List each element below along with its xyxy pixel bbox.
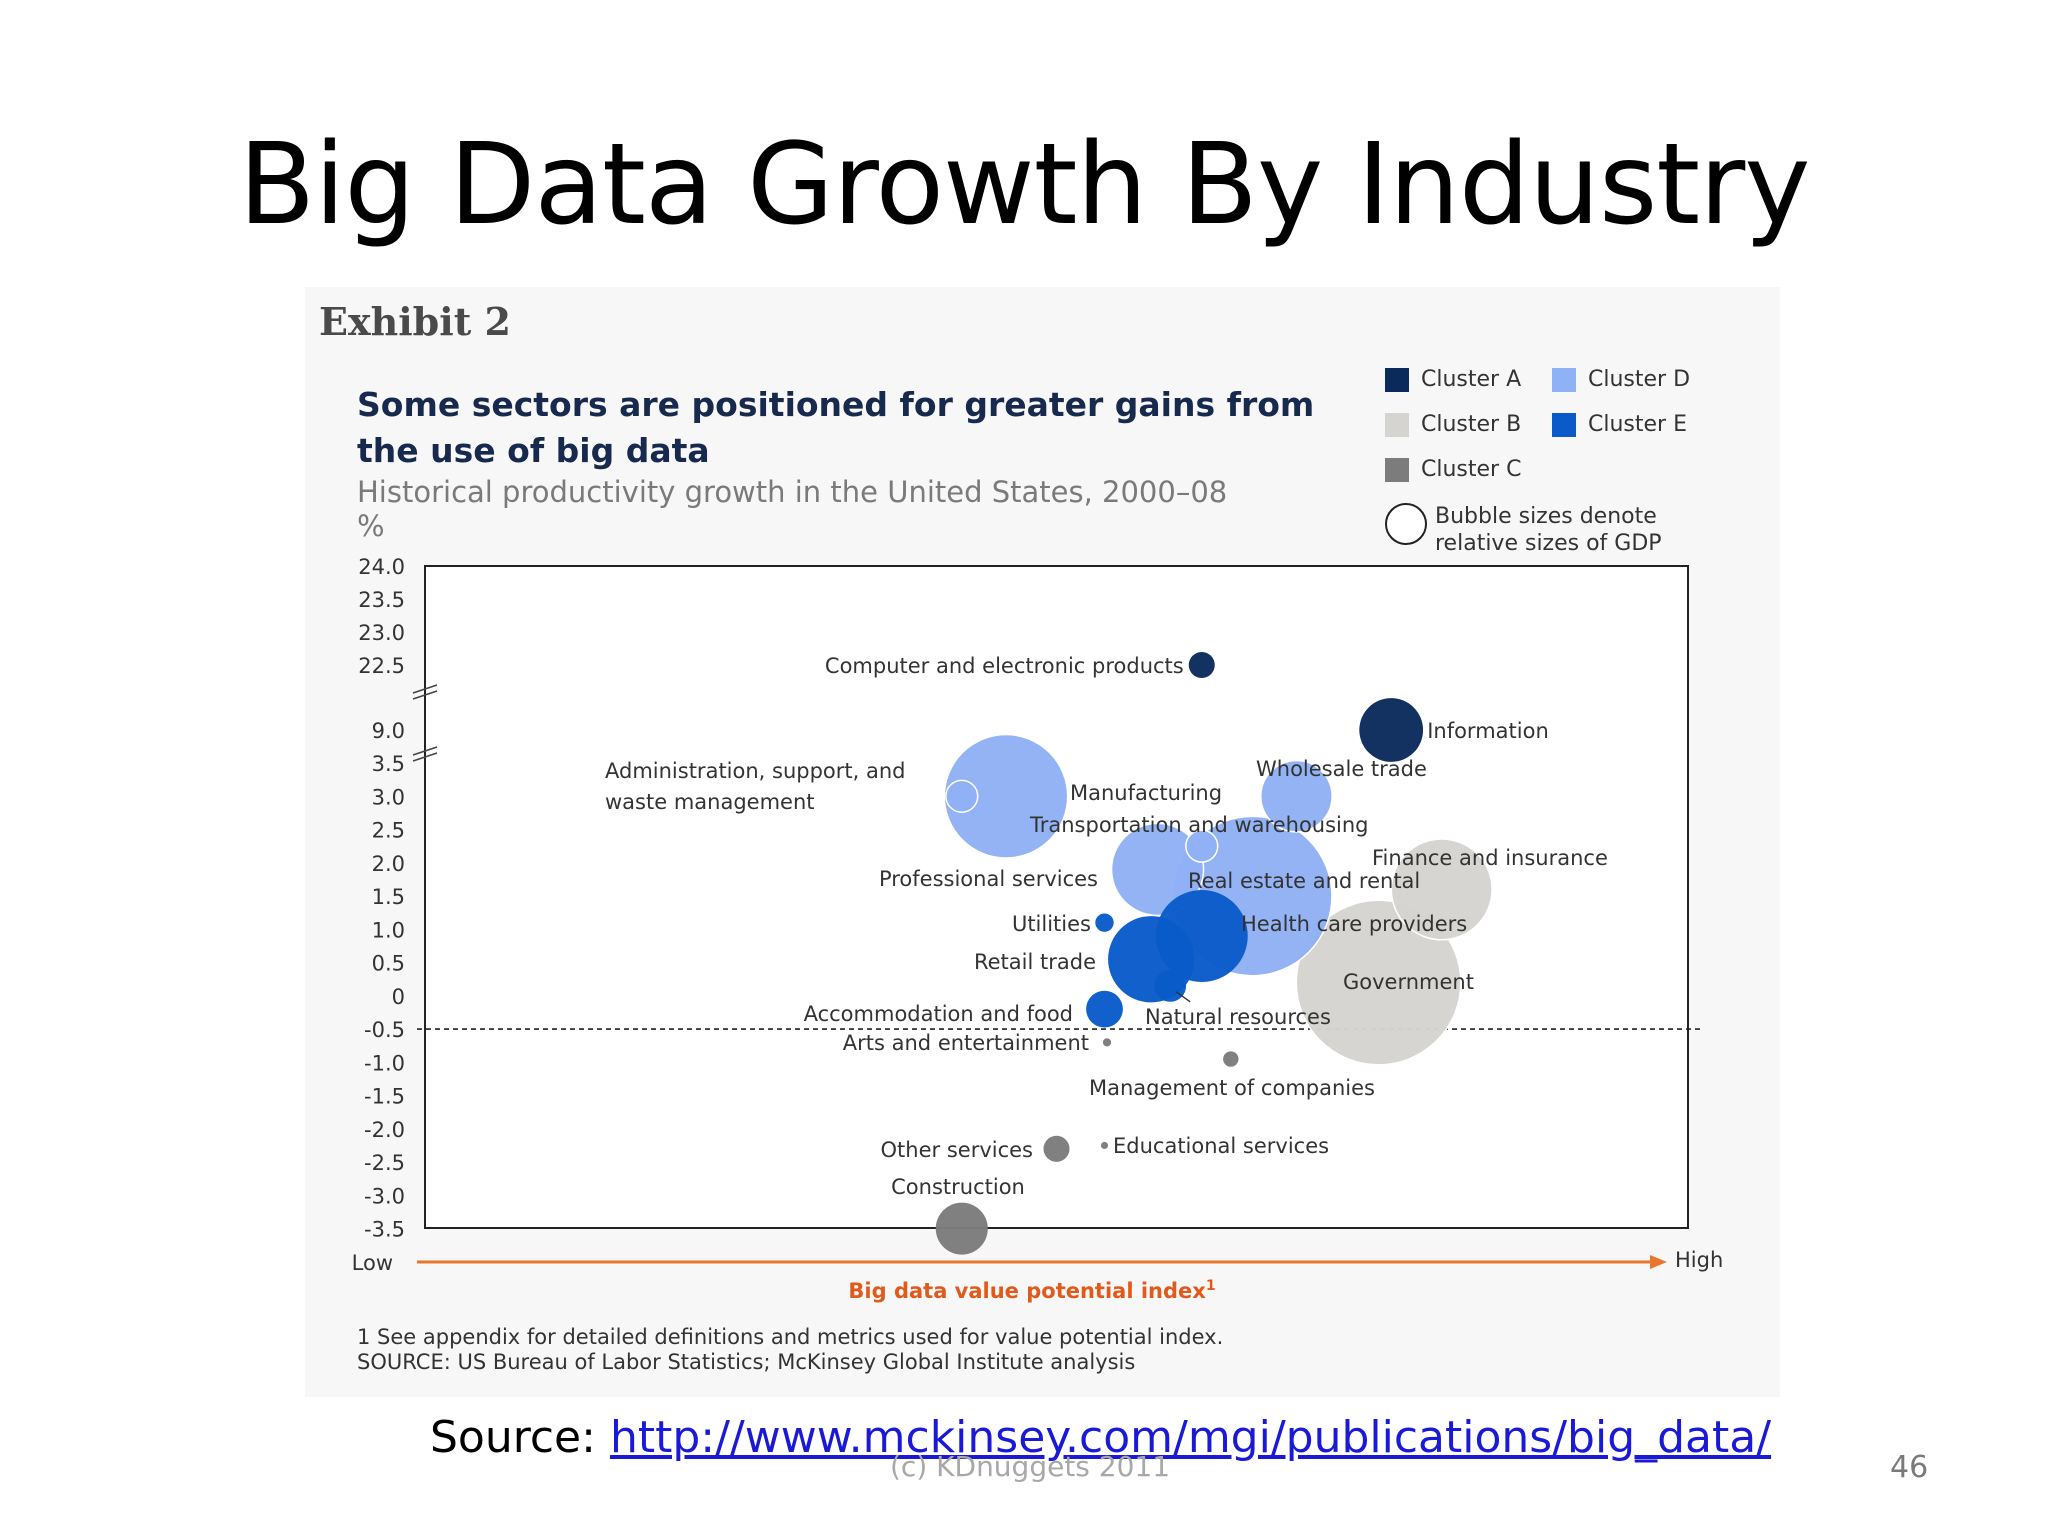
point-label: Management of companies — [1089, 1076, 1375, 1100]
y-tick-label: -0.5 — [364, 1018, 405, 1042]
y-tick-label: -1.0 — [364, 1051, 405, 1075]
legend: Cluster A Cluster D Cluster B Cluster E … — [1385, 367, 1765, 556]
legend-swatch — [1552, 367, 1576, 392]
y-tick-label: 2.5 — [372, 819, 405, 843]
bubble — [943, 733, 1069, 859]
point-label: Government — [1343, 970, 1474, 994]
x-low-label: Low — [352, 1251, 393, 1275]
point-label: Other services — [881, 1138, 1033, 1162]
legend-label: Cluster C — [1421, 457, 1522, 482]
slide-title: Big Data Growth By Industry — [238, 120, 1810, 250]
source-link[interactable]: http://www.mckinsey.com/mgi/publications… — [609, 1412, 1772, 1463]
source-line: Source: http://www.mckinsey.com/mgi/publ… — [430, 1412, 1771, 1463]
bubble — [945, 779, 979, 813]
bubble — [1100, 1141, 1109, 1150]
point-label: Transportation and warehousing — [1029, 813, 1369, 837]
y-tick-label: 0.5 — [372, 952, 405, 976]
y-tick-label: 22.5 — [358, 654, 405, 678]
y-tick-label: 1.5 — [372, 885, 405, 909]
exhibit-label: Exhibit 2 — [319, 299, 511, 344]
legend-item-cluster-e: Cluster E — [1552, 412, 1687, 437]
bubble — [1390, 838, 1493, 941]
bubble — [1295, 899, 1462, 1066]
point-label: Retail trade — [974, 950, 1096, 974]
point-label: Administration, support, and waste manage… — [605, 759, 906, 814]
legend-swatch — [1385, 412, 1409, 437]
y-tick-label: -2.5 — [364, 1151, 405, 1175]
bubble — [1188, 651, 1215, 679]
x-high-label: High — [1675, 1248, 1723, 1272]
point-label: Health care providers — [1241, 912, 1467, 936]
y-tick-label: -2.0 — [364, 1118, 405, 1142]
bubble-chart: 24.0 23.5 23.0 22.5 9.0 3.5 3.0 2.5 2.0 1.5 1.0 0.5… — [352, 555, 1724, 1303]
legend-bubble-note: Bubble sizes denote relative sizes of GD… — [1385, 503, 1675, 557]
point-label: Natural resources — [1145, 1005, 1331, 1029]
bubble — [1185, 829, 1219, 863]
point-label: Computer and electronic products — [825, 654, 1184, 678]
bubble — [1095, 913, 1114, 932]
bubble — [1359, 698, 1424, 762]
bubble — [1260, 759, 1333, 833]
axis-break-mark — [412, 752, 438, 762]
bubble — [1110, 822, 1205, 917]
point-label: Finance and insurance — [1372, 846, 1608, 870]
bubble — [1086, 990, 1123, 1028]
x-axis-label: Big data value potential index1 — [848, 1278, 1215, 1303]
legend-swatch — [1385, 457, 1409, 482]
bubble-size-icon — [1385, 503, 1427, 545]
point-label: Real estate and rental — [1188, 869, 1420, 893]
bubble — [1043, 1135, 1070, 1162]
chart-subtitle: Historical productivity growth in the Un… — [357, 475, 1228, 509]
y-tick-label: 0 — [392, 985, 405, 1009]
legend-item-cluster-c: Cluster C — [1385, 457, 1521, 482]
legend-label: Cluster E — [1588, 412, 1687, 437]
legend-swatch — [1385, 367, 1409, 392]
y-tick-label: 24.0 — [358, 555, 405, 579]
point-label: Educational services — [1113, 1134, 1329, 1158]
footnote: 1 See appendix for detailed definitions … — [357, 1325, 1224, 1349]
y-unit-label: % — [357, 509, 385, 543]
legend-item-cluster-d: Cluster D — [1552, 367, 1690, 392]
axis-break-mark — [412, 746, 438, 756]
y-tick-label: 9.0 — [372, 719, 405, 743]
chart-title: Some sectors are positioned for greater … — [357, 385, 1315, 470]
bubble — [1102, 1038, 1112, 1047]
source-prefix: Source: — [430, 1412, 610, 1463]
legend-label: Cluster D — [1588, 367, 1691, 392]
point-label: Information — [1427, 719, 1549, 743]
legend-label: Cluster B — [1421, 412, 1522, 437]
point-label: Accommodation and food — [804, 1002, 1073, 1026]
y-tick-label: 23.0 — [358, 621, 405, 645]
leader-line — [1175, 991, 1191, 1003]
y-tick-label: 1.0 — [372, 918, 405, 942]
y-tick-label: -1.5 — [364, 1085, 405, 1109]
legend-item-cluster-a: Cluster A — [1385, 367, 1521, 392]
y-tick-label: 3.0 — [372, 785, 405, 809]
y-tick-label: -3.0 — [364, 1184, 405, 1208]
legend-label: Cluster A — [1421, 367, 1522, 392]
point-label: Wholesale trade — [1256, 757, 1427, 781]
page-number: 46 — [1890, 1450, 1929, 1485]
point-label: Arts and entertainment — [843, 1031, 1089, 1055]
bubble-note-text: Bubble sizes denote relative sizes of GD… — [1435, 504, 1662, 556]
y-tick-label: 3.5 — [372, 752, 405, 776]
bubble — [935, 1202, 988, 1255]
exhibit-panel: Exhibit 2 Some sectors are positioned fo… — [305, 287, 1780, 1397]
watermark: (c) KDnuggets 2011 — [890, 1450, 1171, 1483]
x-axis-arrowhead — [1650, 1255, 1667, 1269]
source-note: SOURCE: US Bureau of Labor Statistics; M… — [357, 1350, 1136, 1374]
point-label: Professional services — [879, 867, 1098, 891]
bubble — [1223, 1051, 1239, 1067]
bubble — [1154, 969, 1187, 1002]
y-tick-label: -3.5 — [364, 1218, 405, 1242]
point-label: Construction — [891, 1175, 1025, 1199]
axis-break-mark — [412, 684, 438, 694]
y-tick-label: 23.5 — [358, 588, 405, 612]
legend-item-cluster-b: Cluster B — [1385, 412, 1521, 437]
axis-break-mark — [412, 690, 438, 700]
point-label: Manufacturing — [1070, 781, 1222, 805]
point-label: Utilities — [1012, 912, 1091, 936]
legend-swatch — [1552, 412, 1576, 437]
y-tick-label: 2.0 — [372, 852, 405, 876]
